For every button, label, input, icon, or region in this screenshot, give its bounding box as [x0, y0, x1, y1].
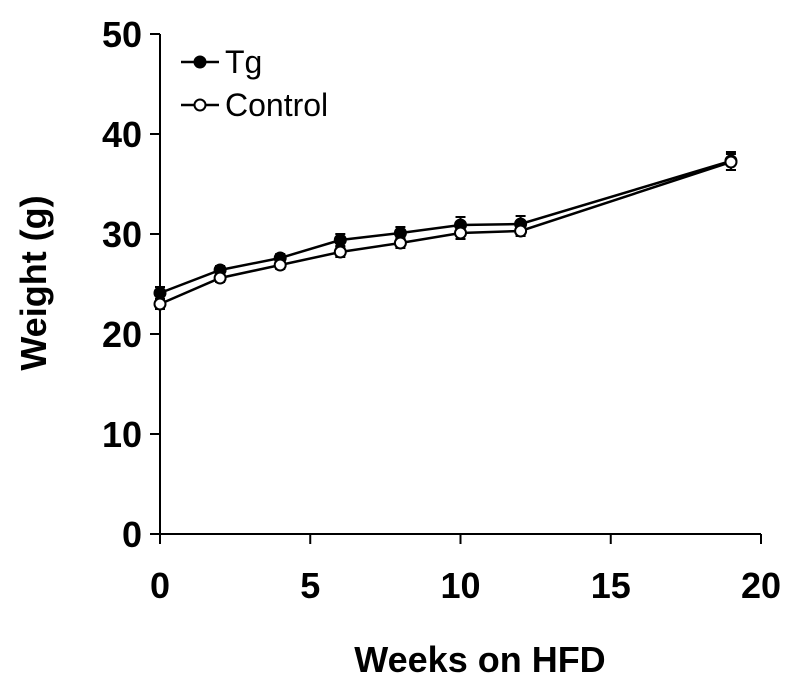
- data-point: [724, 155, 738, 169]
- legend-marker: [193, 98, 207, 112]
- legend-label: Control: [225, 87, 328, 123]
- data-point: [153, 297, 167, 311]
- series-line-tg: [159, 159, 732, 295]
- x-tick-label: 20: [741, 565, 781, 606]
- series-tg: [153, 151, 738, 300]
- x-tick-label: 15: [591, 565, 631, 606]
- data-point: [213, 271, 227, 285]
- y-tick-label: 0: [122, 514, 142, 555]
- x-tick-label: 10: [440, 565, 480, 606]
- y-axis-title: Weight (g): [13, 195, 54, 370]
- y-tick-label: 40: [102, 114, 142, 155]
- legend-item-tg: Tg: [181, 44, 262, 80]
- legend-marker: [193, 55, 207, 69]
- legend-label: Tg: [225, 44, 262, 80]
- y-tick-label: 20: [102, 314, 142, 355]
- y-tick-label: 30: [102, 214, 142, 255]
- series-line-control: [159, 160, 732, 306]
- y-tick-label: 10: [102, 414, 142, 455]
- data-point: [153, 286, 167, 300]
- data-point: [273, 258, 287, 272]
- series-control: [153, 153, 738, 311]
- data-point: [333, 245, 347, 259]
- data-point: [333, 233, 347, 247]
- data-point: [514, 224, 528, 238]
- x-tick-label: 5: [300, 565, 320, 606]
- data-point: [454, 226, 467, 240]
- axes: 0 10 20 30 40 50 0 5 10 15 20: [102, 14, 781, 606]
- series-layer: [153, 151, 738, 311]
- legend-item-control: Control: [181, 87, 328, 123]
- x-tick-label: 0: [150, 565, 170, 606]
- y-tick-label: 50: [102, 14, 142, 55]
- legend: Tg Control: [181, 44, 328, 123]
- x-axis-title: Weeks on HFD: [354, 639, 605, 677]
- data-point: [393, 236, 407, 250]
